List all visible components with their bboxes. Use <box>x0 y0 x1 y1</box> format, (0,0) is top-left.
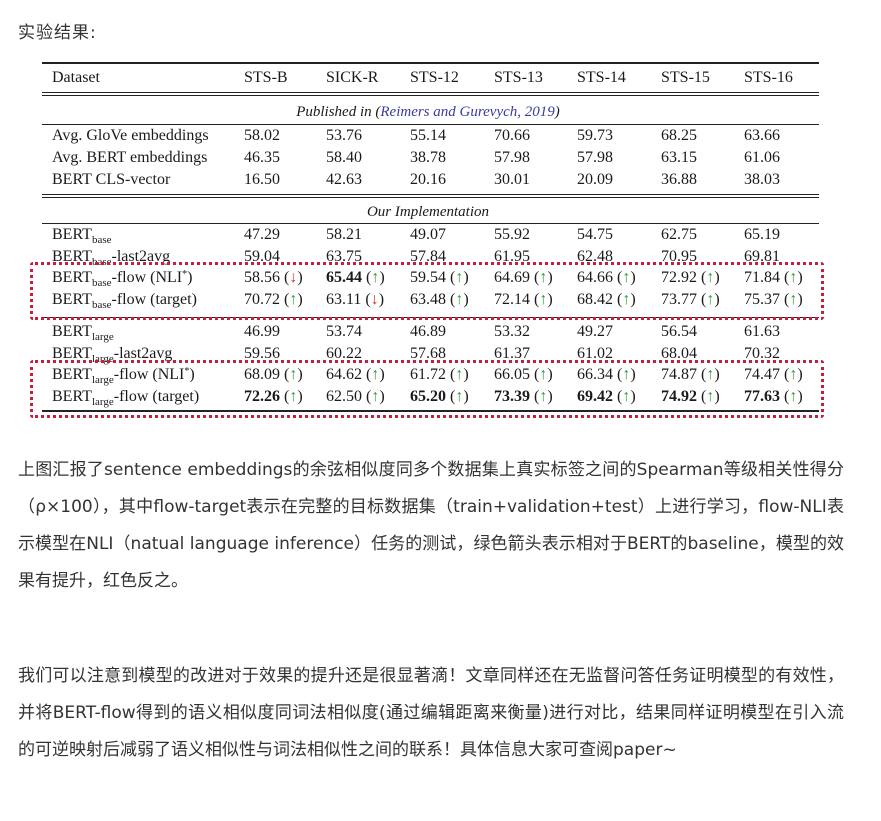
column-header: STS-14 <box>577 67 626 89</box>
top-rule <box>42 62 819 64</box>
table-cell: 46.35 <box>244 147 280 169</box>
column-header: STS-B <box>244 67 288 89</box>
table-cell: 63.15 <box>661 147 697 169</box>
table-cell: 49.27 <box>577 321 613 343</box>
table-cell: 49.07 <box>410 224 446 246</box>
table-row: BERTbase 47.29 58.21 49.07 55.92 54.75 62.75 65… <box>28 224 828 246</box>
conclusion-paragraph: 我们可以注意到模型的改进对于效果的提升还是很显著滴！文章同样还在无监督问答任务证… <box>18 658 844 769</box>
cell-value: 61.63 <box>744 323 780 340</box>
table-cell: 20.16 <box>410 169 446 191</box>
table-cell: 58.40 <box>326 147 362 169</box>
table-row: BERT CLS-vector 16.50 42.63 20.16 30.01 20.09… <box>28 169 828 191</box>
explanation-paragraph: 上图汇报了sentence embeddings的余弦相似度同多个数据集上真实标… <box>18 452 844 600</box>
column-header: Dataset <box>52 67 100 89</box>
table-cell: 57.98 <box>577 147 613 169</box>
table-row: Avg. BERT embeddings 46.35 58.40 38.78 57.98… <box>28 147 828 169</box>
implementation-section-title: Our Implementation <box>28 202 828 222</box>
table-cell: 58.02 <box>244 125 280 147</box>
section-heading: 实验结果: <box>18 18 97 43</box>
citation-link[interactable]: Reimers and Gurevych, 2019 <box>380 104 554 120</box>
section-divider-rule-2 <box>42 197 819 198</box>
table-cell: 53.32 <box>494 321 530 343</box>
table-cell: 61.06 <box>744 147 780 169</box>
cell-value: 54.75 <box>577 226 613 243</box>
row-label: Avg. BERT embeddings <box>52 147 207 169</box>
row-label: BERT CLS-vector <box>52 169 170 191</box>
table-row: Avg. GloVe embeddings 58.02 53.76 55.14 70.6… <box>28 125 828 147</box>
cell-value: 49.27 <box>577 323 613 340</box>
cell-value: 46.89 <box>410 323 446 340</box>
column-header: STS-12 <box>410 67 459 89</box>
model-name: BERT <box>52 226 92 243</box>
table-cell: 38.03 <box>744 169 780 191</box>
column-header: STS-15 <box>661 67 710 89</box>
column-header: STS-16 <box>744 67 793 89</box>
table-cell: 46.99 <box>244 321 280 343</box>
table-cell: 65.19 <box>744 224 780 246</box>
cell-value: 47.29 <box>244 226 280 243</box>
table-cell: 61.63 <box>744 321 780 343</box>
model-size-subscript: large <box>92 331 114 343</box>
table-cell: 36.88 <box>661 169 697 191</box>
header-rule-2 <box>42 95 819 96</box>
base-flow-highlight-box <box>30 262 824 320</box>
table-header-row: Dataset STS-B SICK-R STS-12 STS-13 STS-14 STS-… <box>28 67 828 89</box>
cell-value: 49.07 <box>410 226 446 243</box>
cell-value: 56.54 <box>661 323 697 340</box>
table-cell: 54.75 <box>577 224 613 246</box>
bottom-rule <box>42 410 819 412</box>
row-label: BERTlarge <box>52 321 114 344</box>
table-cell: 42.63 <box>326 169 362 191</box>
column-header: STS-13 <box>494 67 543 89</box>
cell-value: 62.75 <box>661 226 697 243</box>
table-cell: 59.73 <box>577 125 613 147</box>
table-cell: 63.66 <box>744 125 780 147</box>
cell-value: 58.21 <box>326 226 362 243</box>
model-name: BERT <box>52 323 92 340</box>
cell-value: 53.74 <box>326 323 362 340</box>
row-label: BERTbase <box>52 224 111 247</box>
table-cell: 47.29 <box>244 224 280 246</box>
cell-value: 55.92 <box>494 226 530 243</box>
table-cell: 57.98 <box>494 147 530 169</box>
table-cell: 62.75 <box>661 224 697 246</box>
published-section-title: Published in (Reimers and Gurevych, 2019… <box>28 102 828 122</box>
table-cell: 55.14 <box>410 125 446 147</box>
table-cell: 53.76 <box>326 125 362 147</box>
table-cell: 70.66 <box>494 125 530 147</box>
table-cell: 55.92 <box>494 224 530 246</box>
table-cell: 20.09 <box>577 169 613 191</box>
header-rule-1 <box>42 92 819 93</box>
row-label: Avg. GloVe embeddings <box>52 125 209 147</box>
table-cell: 46.89 <box>410 321 446 343</box>
table-cell: 16.50 <box>244 169 280 191</box>
results-table-figure: Dataset STS-B SICK-R STS-12 STS-13 STS-14 STS-… <box>28 56 828 428</box>
table-cell: 68.25 <box>661 125 697 147</box>
table-cell: 30.01 <box>494 169 530 191</box>
cell-value: 53.32 <box>494 323 530 340</box>
section-divider-rule <box>42 194 819 195</box>
table-cell: 38.78 <box>410 147 446 169</box>
table-cell: 56.54 <box>661 321 697 343</box>
table-cell: 58.21 <box>326 224 362 246</box>
model-size-subscript: base <box>92 234 112 246</box>
table-cell: 53.74 <box>326 321 362 343</box>
cell-value: 46.99 <box>244 323 280 340</box>
table-row: BERTlarge 46.99 53.74 46.89 53.32 49.27 56.54 6… <box>28 321 828 343</box>
column-header: SICK-R <box>326 67 378 89</box>
cell-value: 65.19 <box>744 226 780 243</box>
